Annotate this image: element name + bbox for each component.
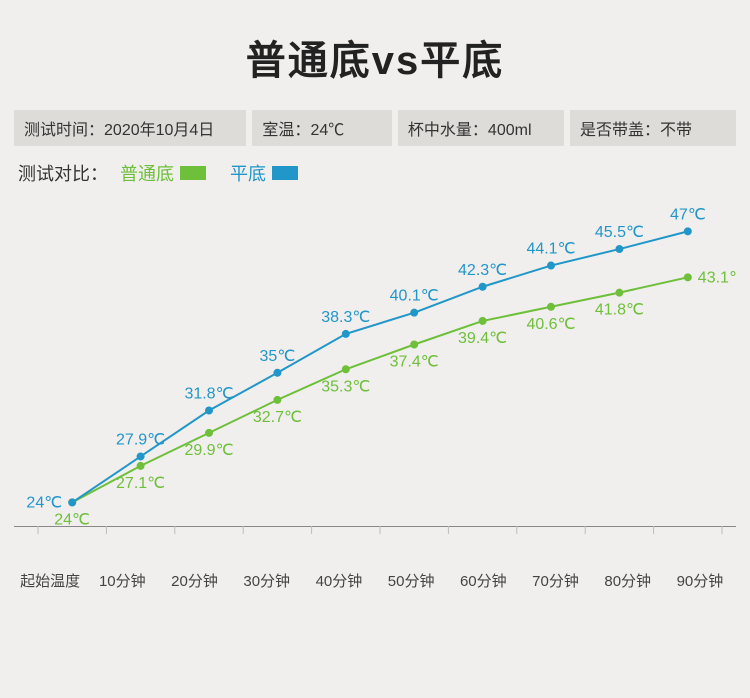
legend-swatch-series2 — [272, 166, 298, 180]
info-value: 不带 — [660, 122, 692, 139]
info-value: 400ml — [488, 122, 532, 139]
svg-text:35℃: 35℃ — [260, 348, 296, 365]
svg-text:38.3℃: 38.3℃ — [321, 309, 370, 326]
info-test-time: 测试时间：2020年10月4日 — [14, 110, 246, 146]
chart-title: 普通底vs平底 — [0, 0, 750, 110]
svg-text:24℃: 24℃ — [54, 511, 90, 528]
info-bar: 测试时间：2020年10月4日 室温：24℃ 杯中水量：400ml 是否带盖：不… — [0, 110, 750, 146]
legend-series1-name: 普通底 — [120, 160, 174, 186]
x-axis-label: 50分钟 — [375, 570, 447, 591]
info-water: 杯中水量：400ml — [398, 110, 564, 146]
info-value: 24℃ — [310, 122, 344, 139]
line-chart-svg: 24℃ 27.1℃ 29.9℃ 32.7℃ 35.3℃ 37.4℃ 39.4℃ 40.6℃ 41… — [14, 186, 736, 564]
info-label: 室温： — [262, 122, 310, 139]
svg-text:42.3℃: 42.3℃ — [458, 262, 507, 279]
svg-text:47℃: 47℃ — [670, 206, 706, 223]
svg-text:40.1℃: 40.1℃ — [390, 288, 439, 305]
svg-text:29.9℃: 29.9℃ — [184, 442, 233, 459]
svg-text:40.6℃: 40.6℃ — [526, 316, 575, 333]
x-axis-label: 90分钟 — [664, 570, 736, 591]
x-axis-label: 80分钟 — [592, 570, 664, 591]
svg-text:32.7℃: 32.7℃ — [253, 409, 302, 426]
svg-text:45.5℃: 45.5℃ — [595, 224, 644, 241]
legend-item-series1: 普通底 — [120, 160, 206, 186]
svg-text:44.1℃: 44.1℃ — [526, 241, 575, 258]
svg-text:27.9℃: 27.9℃ — [116, 431, 165, 448]
x-axis-label: 10分钟 — [86, 570, 158, 591]
svg-text:43.1℃: 43.1℃ — [698, 269, 736, 286]
legend-compare-label: 测试对比： — [18, 160, 108, 186]
svg-text:35.3℃: 35.3℃ — [321, 378, 370, 395]
info-label: 杯中水量： — [408, 122, 488, 139]
info-label: 是否带盖： — [580, 122, 660, 139]
svg-text:37.4℃: 37.4℃ — [390, 354, 439, 371]
info-lid: 是否带盖：不带 — [570, 110, 736, 146]
svg-text:27.1℃: 27.1℃ — [116, 475, 165, 492]
svg-text:39.4℃: 39.4℃ — [458, 330, 507, 347]
chart-area: 24℃ 27.1℃ 29.9℃ 32.7℃ 35.3℃ 37.4℃ 39.4℃ 40.6℃ 41… — [0, 186, 750, 564]
svg-text:31.8℃: 31.8℃ — [184, 386, 233, 403]
x-axis-labels: 起始温度10分钟20分钟30分钟40分钟50分钟60分钟70分钟80分钟90分钟 — [0, 564, 750, 591]
info-label: 测试时间： — [24, 122, 104, 139]
x-axis-label: 40分钟 — [303, 570, 375, 591]
legend: 测试对比： 普通底 平底 — [0, 146, 750, 186]
info-room-temp: 室温：24℃ — [252, 110, 391, 146]
svg-text:41.8℃: 41.8℃ — [595, 302, 644, 319]
x-axis-label: 60分钟 — [447, 570, 519, 591]
legend-series2-name: 平底 — [230, 160, 266, 186]
x-axis-label: 起始温度 — [14, 570, 86, 591]
legend-item-series2: 平底 — [230, 160, 298, 186]
legend-swatch-series1 — [180, 166, 206, 180]
info-value: 2020年10月4日 — [104, 122, 214, 139]
svg-text:24℃: 24℃ — [26, 494, 62, 511]
x-axis-label: 30分钟 — [231, 570, 303, 591]
x-axis-label: 70分钟 — [519, 570, 591, 591]
x-axis-label: 20分钟 — [158, 570, 230, 591]
